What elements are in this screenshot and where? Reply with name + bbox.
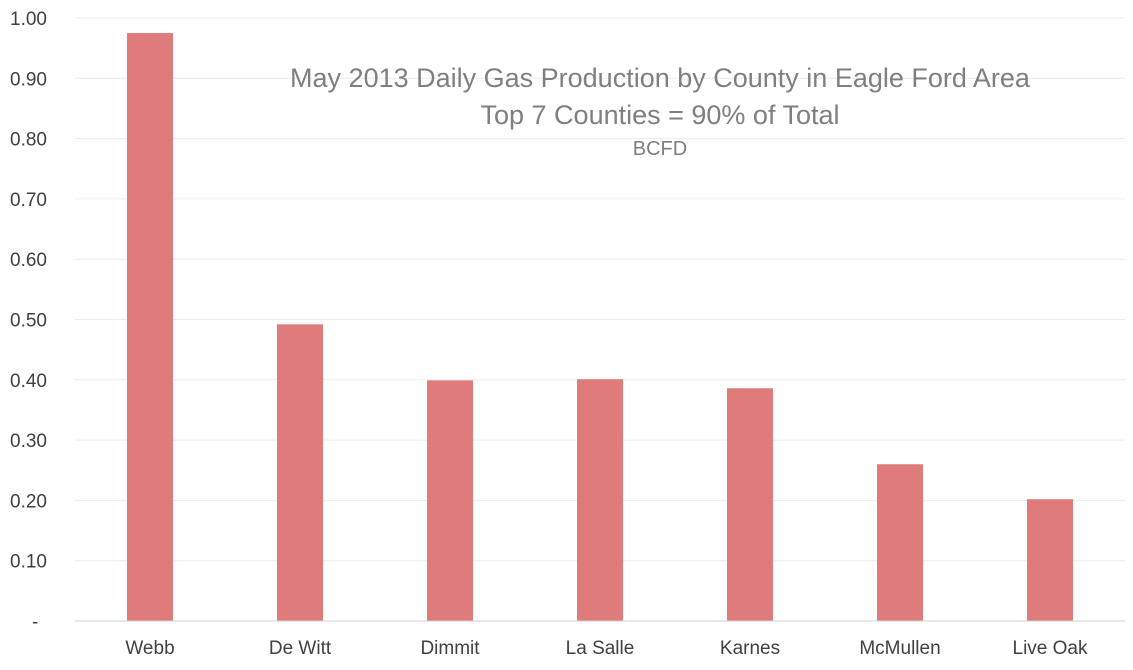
bar-dimmit <box>427 380 473 621</box>
y-tick-label: 0.10 <box>10 552 47 573</box>
y-tick-label: 0.30 <box>10 431 47 452</box>
y-tick-label: 0.90 <box>10 69 47 90</box>
y-tick-label: - <box>32 612 38 633</box>
x-category-label: McMullen <box>859 638 940 659</box>
y-tick-label: 0.20 <box>10 491 47 512</box>
y-tick-label: 0.70 <box>10 190 47 211</box>
y-tick-label: 0.50 <box>10 311 47 332</box>
x-category-label: La Salle <box>566 638 635 659</box>
x-category-label: De Witt <box>269 638 332 659</box>
bar-mcmullen <box>877 464 923 621</box>
y-tick-label: 0.80 <box>10 130 47 151</box>
x-category-label: Karnes <box>720 638 780 659</box>
bar-karnes <box>727 388 773 621</box>
bar-webb <box>127 33 173 621</box>
bar-live-oak <box>1027 499 1073 621</box>
x-category-label: Webb <box>125 638 174 659</box>
y-tick-label: 0.60 <box>10 250 47 271</box>
x-category-label: Live Oak <box>1013 638 1088 659</box>
bars <box>127 33 1073 621</box>
x-category-label: Dimmit <box>420 638 480 659</box>
y-tick-label: 0.40 <box>10 371 47 392</box>
chart-subtitle: BCFD <box>633 138 687 160</box>
chart-title-block: May 2013 Daily Gas Production by County … <box>290 63 1031 160</box>
gridlines <box>75 17 1125 562</box>
chart-title-line-1: May 2013 Daily Gas Production by County … <box>290 63 1031 93</box>
bar-de-witt <box>277 324 323 621</box>
bar-la-salle <box>577 379 623 621</box>
chart-title-line-2: Top 7 Counties = 90% of Total <box>481 100 840 130</box>
axes: - 0.10 0.20 0.30 0.40 0.50 0.60 0.70 0.80 0.90 1.0… <box>10 9 1125 659</box>
y-tick-label: 1.00 <box>10 9 47 30</box>
